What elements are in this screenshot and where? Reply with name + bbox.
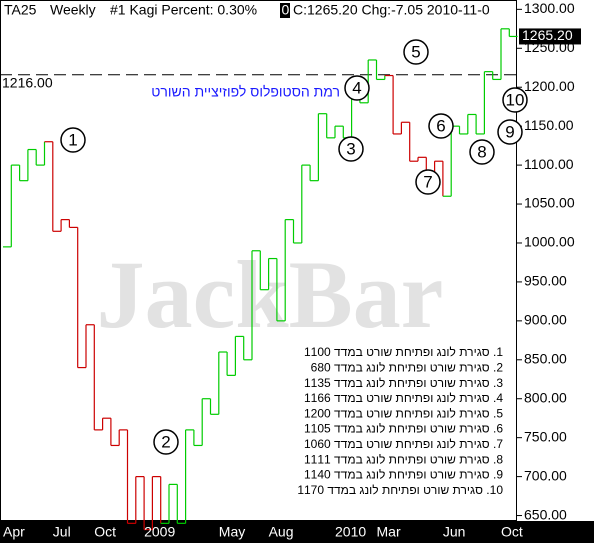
marker-label: 6 (436, 116, 445, 135)
last-price-label: 1265.20 (522, 27, 573, 43)
legend-item: 5. סגירת לונג ופתיחת שורט במדד 1200 (304, 406, 503, 420)
y-tick-label: 650.00 (524, 506, 567, 522)
marker-circle (415, 169, 441, 195)
x-tick-label: Jul (53, 524, 71, 540)
y-tick-label: 1000.00 (524, 234, 575, 250)
stop-line-note: רמת הסטופלוס לפוזיציית השורט (151, 83, 340, 99)
marker-label: 10 (506, 90, 525, 109)
legend-item: 10. סגירת שורט ופתיחת לונג במדד 1170 (297, 483, 503, 497)
x-tick-label: Jun (443, 524, 466, 540)
marker-circle (428, 113, 454, 139)
marker-label: 3 (346, 139, 355, 158)
marker-label: 4 (352, 78, 361, 97)
marker-circle (502, 87, 528, 113)
marker-label: 2 (161, 432, 170, 451)
x-tick-label: Aug (269, 524, 294, 540)
y-tick-label: 1050.00 (524, 195, 575, 211)
legend-item: 6. סגירת שורט ופתיחת לונג במדד 1105 (304, 422, 503, 436)
x-tick-label: May (219, 524, 245, 540)
marker-circle (497, 119, 523, 145)
marker-label: 8 (477, 142, 486, 161)
x-tick-label: Mar (377, 524, 401, 540)
y-tick-label: 950.00 (524, 273, 567, 289)
marker-circle (338, 136, 364, 162)
marker-circle (469, 139, 495, 165)
y-tick-label: 1100.00 (524, 156, 574, 172)
header-text: Weekly (50, 2, 96, 18)
y-tick-label: 900.00 (524, 312, 567, 328)
y-tick-label: 1300.00 (524, 0, 575, 16)
marker-label: 5 (411, 42, 420, 61)
x-tick-label: 2009 (144, 524, 175, 540)
header-text: #1 Kagi Percent: 0.30% (110, 2, 257, 18)
legend-item: 9. סגירת שורט ופתיחת לונג במדד 1140 (304, 468, 503, 482)
header-box (280, 3, 290, 18)
legend-item: 1. סגירת לונג ופתיחת שורט במדד 1100 (304, 345, 503, 359)
x-tick-label: Apr (3, 524, 25, 540)
watermark: JackBar (97, 241, 444, 348)
marker-circle (344, 75, 370, 101)
x-axis-band (0, 521, 594, 543)
y-tick-label: 750.00 (524, 428, 567, 444)
legend-item: 4. סגירת לונג ופתיחת שורט במדד 1166 (304, 391, 503, 405)
marker-label: 1 (68, 130, 77, 149)
header-text: 0 (282, 2, 290, 18)
y-tick-label: 850.00 (524, 350, 567, 366)
last-price-box (519, 28, 581, 45)
marker-circle (60, 127, 86, 153)
x-tick-label: 2010 (335, 524, 366, 540)
x-tick-label: Oct (94, 524, 116, 540)
legend-item: 8. סגירת שורט ופתיחת לונג במדד 1111 (304, 452, 503, 466)
stop-line-label: 1216.00 (2, 74, 53, 90)
header-text: C:1265.20 Chg:-7.05 2010-11-0 (293, 2, 490, 18)
x-tick-label: Oct (501, 524, 523, 540)
legend-item: 2. סגירת שורט ופתיחת לונג במדד 680 (311, 360, 504, 374)
legend-item: 7. סגירת לונג ופתיחת שורט במדד 1060 (304, 437, 503, 451)
y-tick-label: 700.00 (524, 467, 567, 483)
marker-label: 7 (423, 172, 432, 191)
y-tick-label: 1200.00 (524, 78, 575, 94)
y-tick-label: 1150.00 (524, 117, 574, 133)
marker-label: 9 (505, 122, 514, 141)
plot-frame (0, 0, 517, 521)
header-text: TA25 (4, 2, 37, 18)
y-tick-label: 800.00 (524, 389, 567, 405)
marker-circle (153, 429, 179, 455)
legend-item: 3. סגירת שורט ופתיחת לונג במדד 1135 (304, 376, 503, 390)
marker-circle (403, 39, 429, 65)
